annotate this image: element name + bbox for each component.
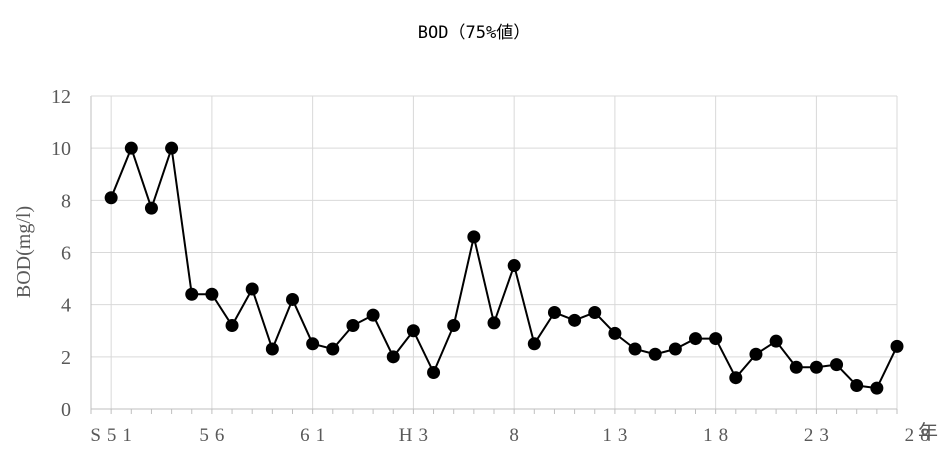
axes: [90, 95, 898, 414]
y-tick-label: 10: [51, 138, 71, 160]
y-tick-labels: 0 2 4 6 8 10 12: [51, 86, 71, 421]
y-tick-label: 4: [61, 295, 71, 317]
y-tick-label: 12: [51, 86, 71, 108]
data-point: [245, 282, 259, 296]
data-point: [830, 358, 844, 372]
x-tick-label: H3: [399, 425, 434, 446]
data-point: [185, 287, 199, 301]
data-point: [749, 347, 763, 361]
x-tick-label: 18: [703, 425, 734, 446]
x-tick-labels: S51 56 61 H3 8 13 18 23 28: [90, 425, 936, 446]
data-point: [648, 347, 662, 361]
data-point: [366, 308, 380, 322]
data-point: [124, 141, 138, 155]
chart-title: BOD（75%値）: [418, 23, 530, 43]
data-point: [286, 292, 299, 306]
data-point: [386, 350, 400, 364]
y-tick-label: 2: [61, 347, 71, 369]
data-point: [427, 365, 441, 379]
data-point: [588, 305, 602, 319]
data-point: [487, 316, 501, 330]
data-point: [850, 379, 864, 393]
x-tick-label: 13: [602, 425, 633, 446]
data-point: [467, 230, 481, 244]
data-point: [104, 191, 118, 205]
series-line: [110, 147, 898, 390]
grid-lines: [91, 95, 897, 409]
data-point: [326, 342, 340, 356]
data-point: [568, 313, 582, 327]
data-point: [527, 337, 541, 351]
data-point: [809, 360, 823, 374]
y-tick-label: 0: [61, 399, 71, 421]
data-point: [689, 332, 702, 346]
x-tick-label: 61: [300, 425, 331, 446]
data-point: [144, 201, 158, 215]
data-point: [165, 141, 179, 155]
data-point: [668, 342, 682, 356]
data-point: [709, 332, 723, 346]
data-series: [104, 141, 904, 395]
data-point: [547, 305, 561, 319]
data-point: [870, 381, 884, 395]
data-point: [346, 319, 360, 333]
x-axis-unit-label: 年: [918, 421, 938, 444]
data-point: [306, 337, 320, 351]
x-tick-label: 28: [905, 425, 936, 446]
data-point: [447, 319, 461, 333]
data-point: [890, 339, 904, 353]
y-axis-label: BOD(mg/l): [13, 206, 35, 298]
y-tick-label: 6: [61, 243, 71, 265]
y-tick-label: 8: [61, 190, 71, 212]
x-tick-label: 56: [199, 425, 230, 446]
x-tick-label: S51: [90, 425, 138, 446]
data-point: [406, 324, 420, 338]
data-point: [628, 342, 642, 356]
data-point: [729, 371, 743, 385]
data-point: [507, 259, 521, 273]
x-tick-label: 8: [509, 425, 525, 446]
data-point: [789, 360, 803, 374]
x-tick-label: 23: [804, 425, 835, 446]
data-point: [769, 334, 783, 348]
data-point: [265, 342, 279, 356]
data-point: [608, 326, 622, 340]
data-point: [225, 319, 239, 333]
data-point: [205, 287, 219, 301]
